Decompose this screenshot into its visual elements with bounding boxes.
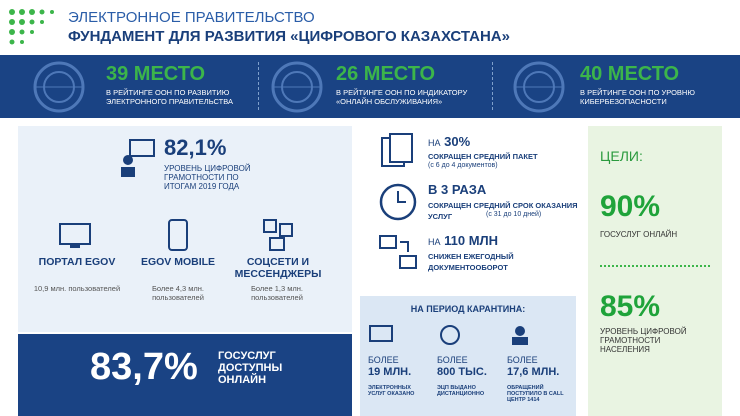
- online-text: ГОСУСЛУГ ДОСТУПНЫ ОНЛАЙН: [218, 350, 283, 386]
- channel-name: EGOV MOBILE: [140, 256, 216, 268]
- channel-users: Более 4,3 млн. пользователей: [152, 284, 204, 302]
- rank-text: В РЕЙТИНГЕ ООН ПО УРОВНЮ КИБЕРБЕЗОПАСНОС…: [580, 88, 695, 106]
- mobile-icon: [168, 219, 188, 251]
- left-panel: [18, 126, 352, 332]
- fact-prefix: НА: [428, 138, 441, 148]
- literacy-icon: [121, 139, 155, 177]
- goals-panel: [588, 126, 722, 416]
- quarantine-title: НА ПЕРИОД КАРАНТИНА:: [410, 304, 526, 314]
- fact-value: НА 30%: [428, 134, 470, 149]
- rankings-band: [0, 55, 740, 118]
- q-icon: [369, 325, 393, 342]
- q-text: ЭЦП ВЫДАНО ДИСТАНЦИОННО: [437, 385, 485, 397]
- clock-icon: [379, 183, 417, 221]
- quarantine-box: [360, 296, 576, 416]
- un-logo: [513, 61, 565, 113]
- rank-place: 40 МЕСТО: [580, 63, 680, 85]
- literacy-text: УРОВЕНЬ ЦИФРОВОЙ ГРАМОТНОСТИ ПО ИТОГАМ 2…: [164, 164, 251, 191]
- q-icon: [512, 326, 528, 345]
- q-prefix: БОЛЕЕ: [437, 355, 468, 365]
- channel-users: Более 1,3 млн. пользователей: [251, 284, 303, 302]
- literacy-value: 82,1%: [164, 135, 227, 160]
- fact-prefix: НА: [428, 237, 441, 247]
- un-logo: [33, 61, 85, 113]
- fact-note: (с 6 до 4 документов): [428, 162, 498, 169]
- fact-note: (с 31 до 10 дней): [486, 211, 542, 218]
- fact-text: СОКРАЩЕН СРЕДНИЙ ПАКЕТ: [428, 152, 538, 161]
- goals-title: ЦЕЛИ:: [600, 148, 643, 164]
- fact-number: В 3 РАЗА: [428, 182, 487, 197]
- social-icon: [263, 219, 293, 251]
- divider: [258, 62, 259, 110]
- goal-text: УРОВЕНЬ ЦИФРОВОЙ ГРАМОТНОСТИ НАСЕЛЕНИЯ: [600, 327, 687, 354]
- q-value: 800 ТЫС.: [437, 366, 487, 378]
- goal-text: ГОСУСЛУГ ОНЛАЙН: [600, 230, 678, 239]
- flow-icon: [379, 235, 417, 269]
- fact-number: 30%: [444, 134, 471, 149]
- q-prefix: БОЛЕЕ: [507, 355, 538, 365]
- rank-text: В РЕЙТИНГЕ ООН ПО ИНДИКАТОРУ «ОНЛАЙН ОБС…: [336, 88, 468, 106]
- online-box: [18, 334, 352, 416]
- online-value: 83,7%: [90, 346, 198, 388]
- q-text: ЭЛЕКТРОННЫХ УСЛУГ ОКАЗАНО: [368, 385, 415, 397]
- divider: [492, 62, 493, 110]
- subtitle: ФУНДАМЕНТ ДЛЯ РАЗВИТИЯ «ЦИФРОВОГО КАЗАХС…: [68, 28, 510, 45]
- q-prefix: БОЛЕЕ: [368, 355, 399, 365]
- goal-divider: [600, 265, 710, 267]
- channel-name: ПОРТАЛ EGOV: [38, 256, 116, 268]
- q-icon: [440, 325, 460, 345]
- fact-number: 110 МЛН: [444, 233, 499, 248]
- goal-value: 90%: [600, 190, 661, 223]
- channel-users: 10,9 млн. пользователей: [33, 284, 121, 293]
- docs-icon: [381, 133, 413, 167]
- fact-value: НА 110 МЛН: [428, 233, 498, 248]
- fact-text: СОКРАЩЕН СРЕДНИЙ СРОК ОКАЗАНИЯ УСЛУГ: [428, 201, 578, 221]
- q-value: 19 МЛН.: [368, 366, 412, 378]
- fact-text: СНИЖЕН ЕЖЕГОДНЫЙ ДОКУМЕНТООБОРОТ: [428, 252, 514, 272]
- goal-value: 85%: [600, 290, 661, 323]
- q-text: ОБРАЩЕНИЙ ПОСТУПИЛО В CALL ЦЕНТР 1414: [507, 385, 564, 403]
- rank-text: В РЕЙТИНГЕ ООН ПО РАЗВИТИЮ ЭЛЕКТРОННОГО …: [106, 88, 233, 106]
- un-logo: [271, 61, 323, 113]
- rank-place: 39 МЕСТО: [106, 63, 206, 85]
- q-value: 17,6 МЛН.: [507, 366, 560, 378]
- portal-icon: [59, 223, 91, 248]
- channel-name: СОЦСЕТИ И МЕССЕНДЖЕРЫ: [234, 256, 322, 280]
- logo-dots: [9, 9, 54, 45]
- rank-place: 26 МЕСТО: [336, 63, 436, 85]
- title: ЭЛЕКТРОННОЕ ПРАВИТЕЛЬСТВО: [68, 9, 315, 26]
